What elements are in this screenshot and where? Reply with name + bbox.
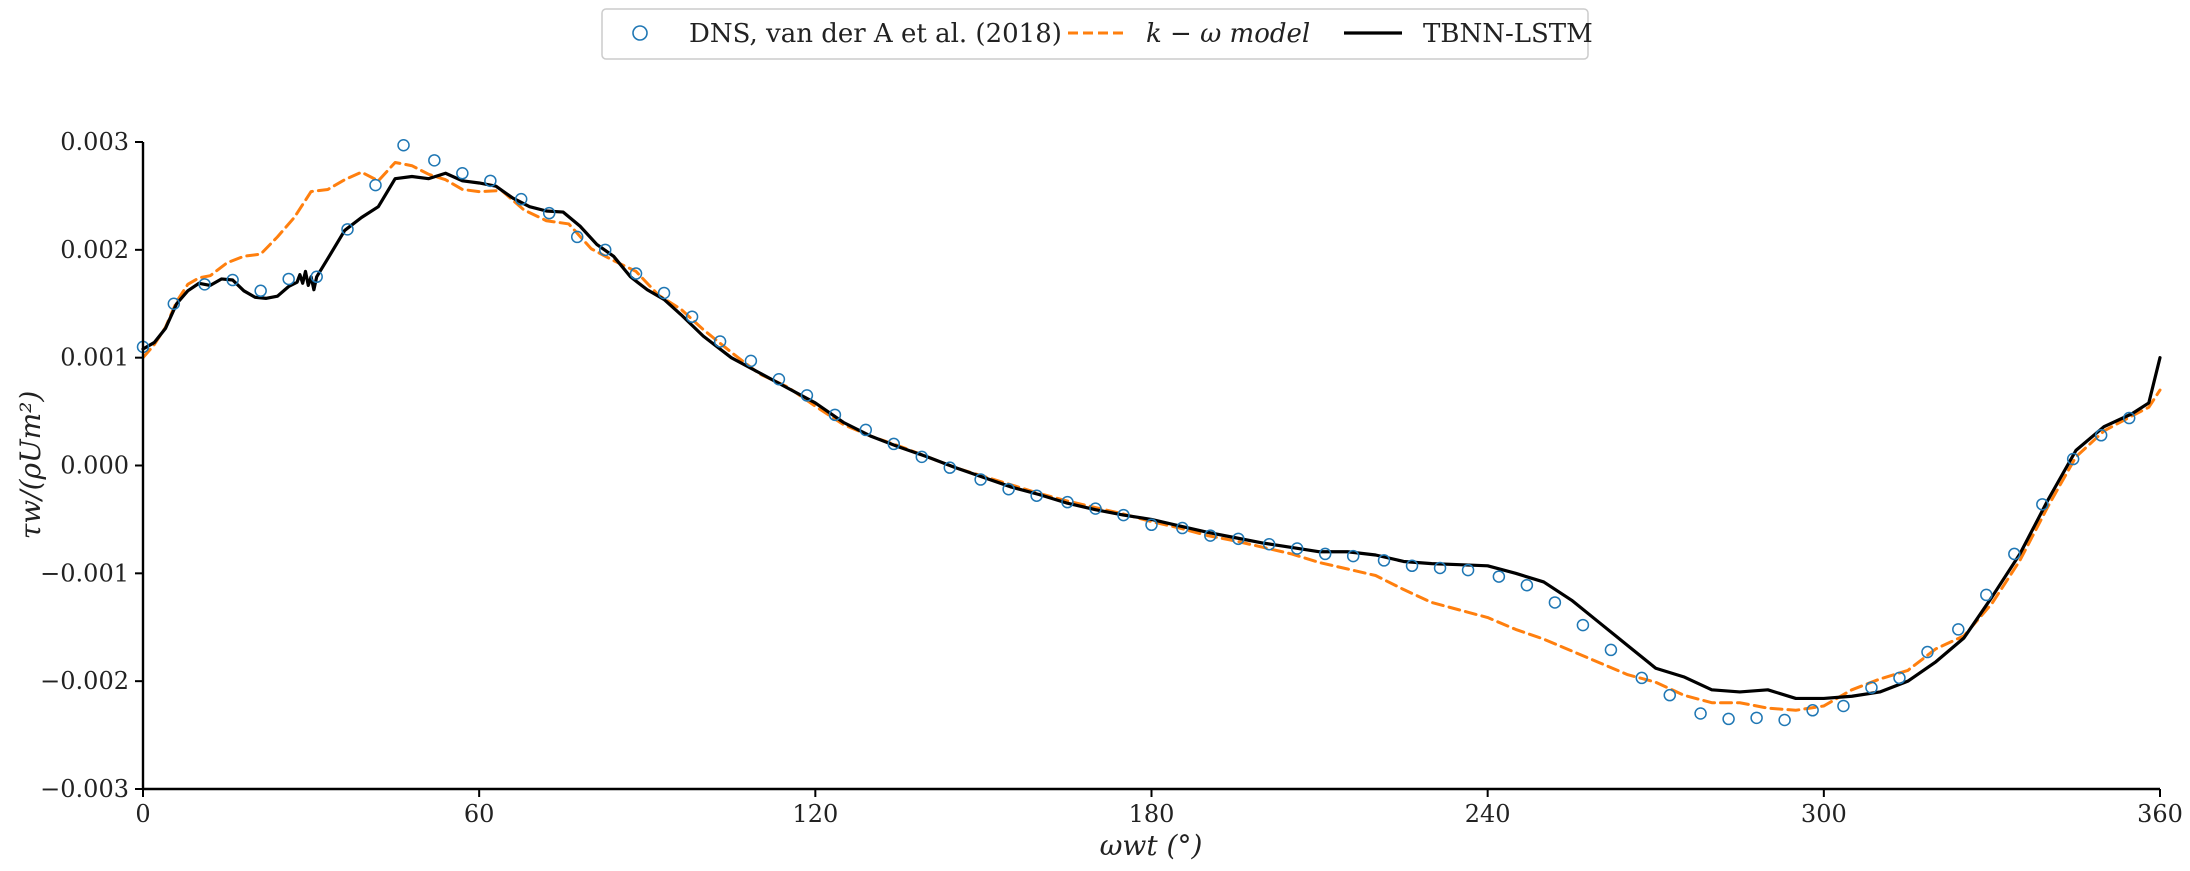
- dns-data-point: [859, 423, 873, 437]
- dns-data-point: [2036, 498, 2049, 511]
- dns-data-point: [713, 335, 727, 348]
- dns-data-point: [1865, 681, 1878, 694]
- y-tick-label: 0.002: [60, 236, 129, 264]
- dns-data-point: [598, 243, 612, 257]
- dns-data-point: [1722, 712, 1735, 726]
- dns-data-point: [2094, 429, 2108, 442]
- dns-data-point: [1492, 570, 1506, 583]
- dns-data-point: [1405, 559, 1419, 573]
- dns-data-point: [570, 230, 584, 244]
- dns-data-point: [1204, 529, 1217, 542]
- dns-data-point: [1663, 688, 1677, 702]
- y-tick-label: −0.001: [40, 559, 129, 587]
- dns-data-point: [1290, 542, 1304, 555]
- dns-data-point: [484, 174, 497, 188]
- dns-data-point: [1893, 671, 1906, 685]
- dns-data-point: [428, 154, 441, 167]
- x-tick-label: 0: [135, 800, 150, 828]
- dns-data-point: [744, 354, 758, 368]
- dns-data-point: [397, 138, 410, 152]
- y-tick-label: 0.000: [60, 452, 129, 480]
- dns-data-point: [1461, 563, 1475, 577]
- plot-area: 0 60 120 180 240 300 360 −0.003 −0.002 −0.001 0.0…: [40, 128, 2183, 828]
- dns-data-point: [341, 223, 354, 236]
- dns-data-point: [1548, 596, 1562, 609]
- dns-data-point: [1061, 495, 1074, 509]
- x-tick-label: 360: [2137, 800, 2183, 828]
- dns-data-point: [1980, 588, 1993, 602]
- dns-data-point: [1604, 643, 1618, 657]
- dns-data-point: [1262, 537, 1276, 551]
- dns-data-point: [1318, 547, 1332, 561]
- dns-data-point: [1921, 645, 1934, 659]
- dns-data-point: [1520, 578, 1534, 592]
- legend-marker-dns: [632, 25, 648, 41]
- dns-data-point: [1089, 502, 1102, 515]
- y-tick-label: 0.001: [60, 344, 129, 372]
- dns-data-point: [254, 284, 267, 298]
- tbnn-lstm-line: [141, 171, 2162, 701]
- x-ticks: 0 60 120 180 240 300 360: [135, 789, 2183, 828]
- dns-data-point: [974, 473, 987, 486]
- dns-data-point: [657, 286, 671, 300]
- dns-data-point: [1346, 549, 1360, 563]
- dns-data-point: [514, 192, 528, 206]
- dns-data-point: [1694, 707, 1707, 720]
- dns-data-point: [198, 278, 211, 291]
- dns-data-point: [369, 178, 382, 192]
- legend-label-dns: DNS, van der A et al. (2018): [689, 19, 1062, 49]
- dns-data-point: [1145, 518, 1158, 532]
- dns-data-point: [1433, 561, 1447, 575]
- dns-data-point: [1117, 508, 1130, 522]
- y-ticks: −0.003 −0.002 −0.001 0.000 0.001 0.002 0.003: [40, 128, 143, 803]
- dns-data-point: [456, 167, 469, 180]
- dns-data-point: [1806, 704, 1819, 717]
- dns-data-point: [887, 437, 901, 451]
- dns-data-point: [1030, 489, 1043, 502]
- x-tick-label: 60: [464, 800, 495, 828]
- dns-data-point: [310, 270, 323, 284]
- x-tick-label: 300: [1801, 800, 1847, 828]
- dns-data-point: [282, 272, 295, 286]
- dns-data-point: [167, 297, 181, 310]
- dns-data-point: [1377, 554, 1391, 567]
- x-tick-label: 180: [1129, 800, 1175, 828]
- legend-box: [601, 8, 1589, 60]
- dns-data-point: [772, 372, 786, 386]
- dns-data-point: [1232, 532, 1245, 546]
- dns-data-point: [1778, 713, 1791, 727]
- dns-data-point: [1176, 521, 1189, 535]
- dns-data-point: [685, 310, 699, 323]
- y-axis-label: τw/(ρUm²): [14, 391, 47, 540]
- dns-data-point: [1002, 482, 1015, 496]
- legend-label-tbnn-lstm: TBNN-LSTM: [1423, 19, 1593, 49]
- dns-data-point: [1576, 618, 1590, 632]
- legend: DNS, van der A et al. (2018) k − ω model…: [601, 8, 1593, 60]
- y-tick-label: −0.003: [40, 775, 129, 803]
- x-axis-label: ωwt (°): [1100, 829, 1203, 862]
- dns-data-point: [2008, 547, 2021, 561]
- dns-data-point: [915, 450, 929, 464]
- x-tick-label: 240: [1465, 800, 1511, 828]
- x-tick-label: 120: [792, 800, 838, 828]
- dns-data-point: [1952, 623, 1965, 636]
- y-tick-label: −0.002: [40, 667, 129, 695]
- dns-data-point: [2066, 452, 2080, 466]
- dns-data-point: [226, 273, 239, 287]
- dns-data-point: [800, 389, 814, 402]
- legend-label-k-omega: k − ω model: [1146, 19, 1310, 49]
- y-tick-label: 0.003: [60, 128, 129, 156]
- series-layer: [136, 138, 2162, 727]
- dns-data-point: [1635, 671, 1648, 685]
- dns-data-point: [943, 461, 957, 474]
- dns-data-point: [629, 267, 643, 280]
- dns-data-point: [2122, 411, 2136, 425]
- dns-data-point: [542, 206, 556, 220]
- k-omega-model-line: [141, 160, 2162, 712]
- dns-data-point: [1750, 711, 1763, 725]
- dns-data-point: [1837, 699, 1850, 713]
- dns-data-point: [828, 408, 842, 422]
